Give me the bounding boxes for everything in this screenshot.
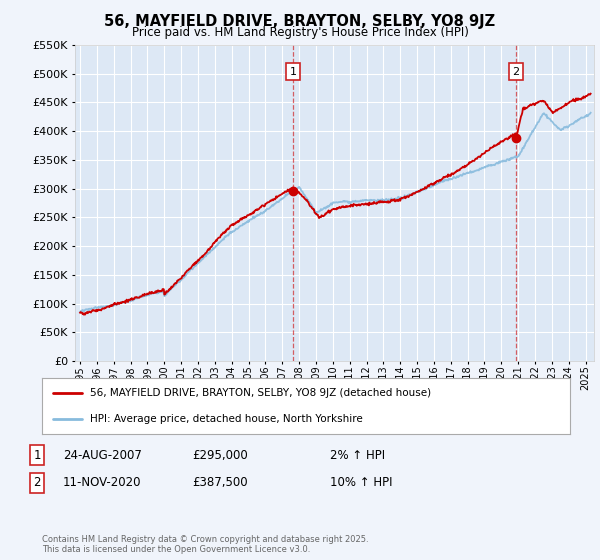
Text: 56, MAYFIELD DRIVE, BRAYTON, SELBY, YO8 9JZ: 56, MAYFIELD DRIVE, BRAYTON, SELBY, YO8 …: [104, 14, 496, 29]
Text: 1: 1: [34, 449, 41, 462]
Text: 11-NOV-2020: 11-NOV-2020: [63, 476, 142, 489]
Text: Price paid vs. HM Land Registry's House Price Index (HPI): Price paid vs. HM Land Registry's House …: [131, 26, 469, 39]
Text: 1: 1: [290, 67, 297, 77]
Text: £387,500: £387,500: [192, 476, 248, 489]
Text: £295,000: £295,000: [192, 449, 248, 462]
Text: 56, MAYFIELD DRIVE, BRAYTON, SELBY, YO8 9JZ (detached house): 56, MAYFIELD DRIVE, BRAYTON, SELBY, YO8 …: [89, 388, 431, 398]
Text: 2: 2: [512, 67, 520, 77]
Text: HPI: Average price, detached house, North Yorkshire: HPI: Average price, detached house, Nort…: [89, 414, 362, 424]
Text: 2: 2: [34, 476, 41, 489]
Text: 24-AUG-2007: 24-AUG-2007: [63, 449, 142, 462]
Text: 2% ↑ HPI: 2% ↑ HPI: [330, 449, 385, 462]
Text: Contains HM Land Registry data © Crown copyright and database right 2025.
This d: Contains HM Land Registry data © Crown c…: [42, 535, 368, 554]
Text: 10% ↑ HPI: 10% ↑ HPI: [330, 476, 392, 489]
